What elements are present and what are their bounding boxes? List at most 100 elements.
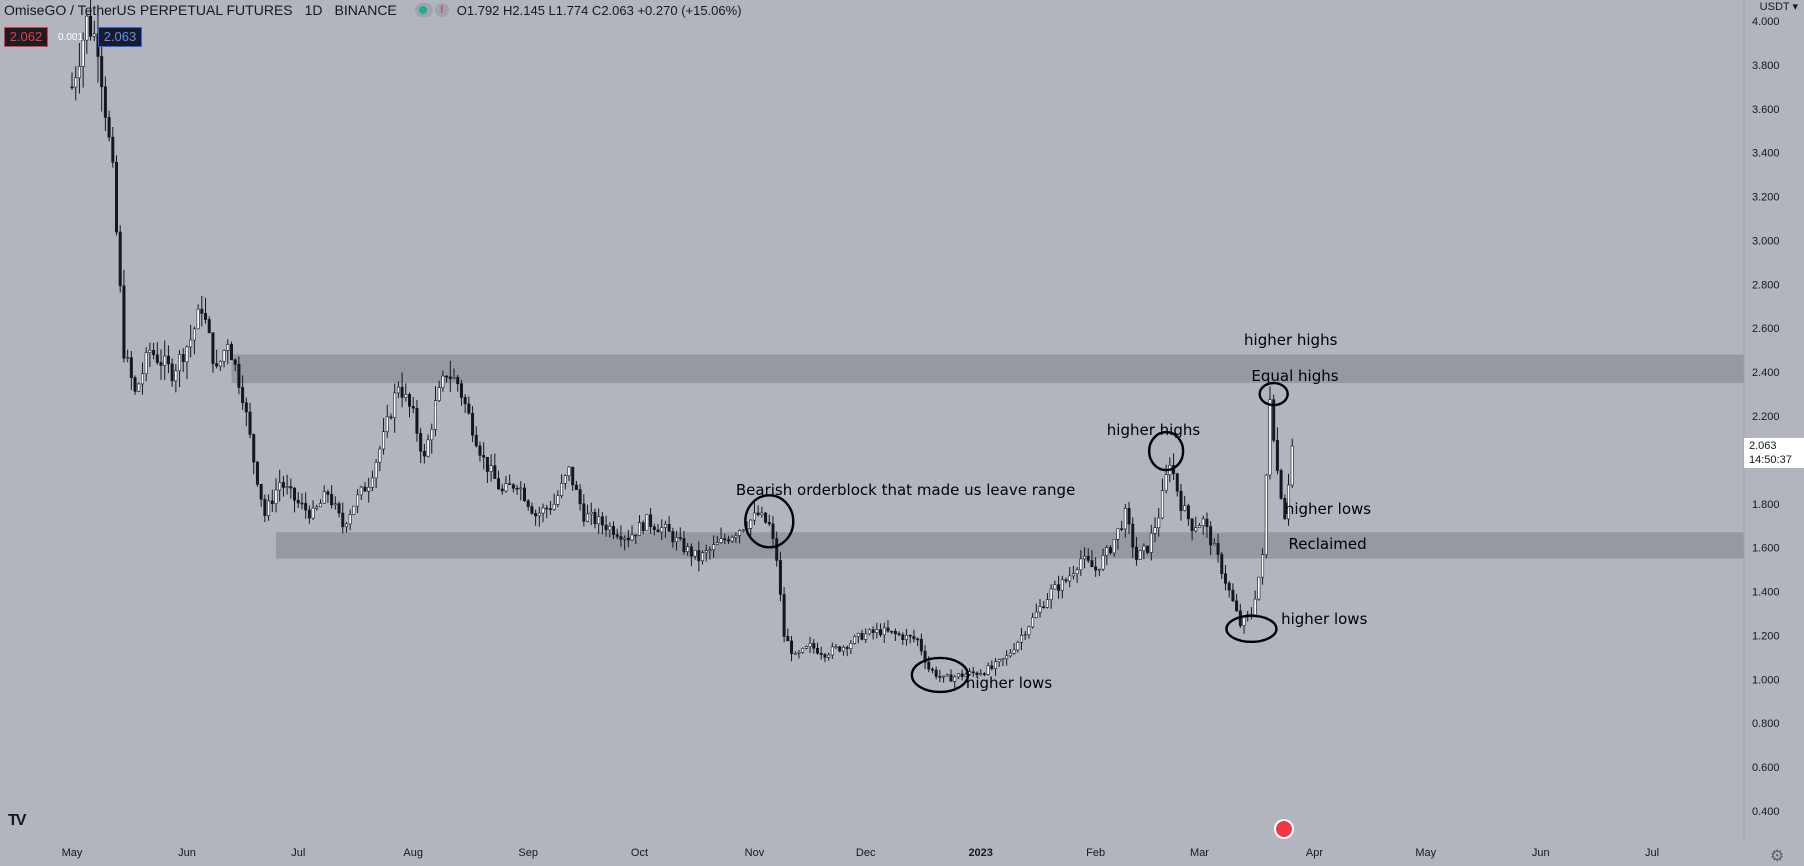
candle[interactable]: [552, 493, 556, 511]
candle[interactable]: [804, 645, 808, 650]
candle[interactable]: [979, 669, 983, 676]
candle[interactable]: [1101, 548, 1105, 572]
candle[interactable]: [522, 483, 526, 502]
candle[interactable]: [875, 622, 879, 639]
candle[interactable]: [85, 14, 89, 54]
candle[interactable]: [478, 441, 482, 462]
candle[interactable]: [838, 645, 842, 653]
candle[interactable]: [348, 509, 352, 531]
candle[interactable]: [404, 383, 408, 402]
candle[interactable]: [1201, 515, 1205, 536]
candle[interactable]: [786, 628, 790, 642]
candle[interactable]: [1086, 548, 1090, 563]
candle[interactable]: [1198, 523, 1202, 528]
candle[interactable]: [797, 650, 801, 659]
candle[interactable]: [307, 505, 311, 524]
annotation-label[interactable]: higher lows: [1281, 610, 1368, 629]
candle[interactable]: [367, 477, 371, 503]
candle[interactable]: [107, 110, 111, 142]
candle[interactable]: [808, 636, 812, 653]
candle[interactable]: [1090, 550, 1094, 568]
candle[interactable]: [1023, 631, 1027, 640]
candle[interactable]: [255, 461, 259, 487]
candle[interactable]: [1060, 575, 1064, 599]
candle[interactable]: [1186, 503, 1190, 527]
candle[interactable]: [830, 642, 834, 660]
candle[interactable]: [1116, 528, 1120, 550]
candle[interactable]: [408, 392, 412, 418]
candle[interactable]: [1179, 483, 1183, 521]
candle[interactable]: [860, 629, 864, 641]
candle[interactable]: [1083, 547, 1087, 569]
candle[interactable]: [901, 632, 905, 645]
candle[interactable]: [667, 516, 671, 532]
candle[interactable]: [671, 527, 675, 548]
candle[interactable]: [356, 489, 360, 514]
candle[interactable]: [949, 669, 953, 682]
candle[interactable]: [701, 550, 705, 565]
candle[interactable]: [623, 535, 627, 551]
annotation-label[interactable]: Bearish orderblock that made us leave ra…: [735, 480, 1076, 499]
candle[interactable]: [578, 484, 582, 511]
candle[interactable]: [471, 406, 475, 443]
candle[interactable]: [1235, 593, 1239, 612]
candle[interactable]: [856, 632, 860, 644]
candle[interactable]: [341, 502, 345, 534]
candle[interactable]: [192, 326, 196, 355]
candle[interactable]: [790, 635, 794, 662]
candle[interactable]: [982, 672, 986, 677]
candle[interactable]: [396, 381, 400, 399]
candle[interactable]: [152, 342, 156, 360]
candle[interactable]: [615, 528, 619, 540]
candle[interactable]: [530, 502, 534, 515]
candle[interactable]: [1160, 478, 1164, 520]
candle[interactable]: [215, 349, 219, 369]
candle[interactable]: [548, 501, 552, 515]
candle[interactable]: [637, 515, 641, 536]
candle[interactable]: [333, 496, 337, 510]
candle[interactable]: [237, 356, 241, 395]
candle[interactable]: [1157, 508, 1161, 537]
candle[interactable]: [1212, 538, 1216, 546]
annotation-label[interactable]: higher lows: [965, 673, 1053, 692]
candle[interactable]: [545, 504, 549, 519]
zone-0[interactable]: [231, 354, 1745, 384]
candle[interactable]: [389, 413, 393, 420]
candle[interactable]: [897, 631, 901, 637]
candle[interactable]: [867, 628, 871, 636]
candle[interactable]: [815, 642, 819, 655]
candle[interactable]: [1272, 394, 1276, 443]
candle[interactable]: [311, 500, 315, 520]
candle[interactable]: [600, 512, 604, 535]
candle[interactable]: [1242, 615, 1246, 634]
annotation-label[interactable]: Equal highs: [1251, 366, 1339, 385]
candle[interactable]: [166, 345, 170, 374]
candle[interactable]: [660, 519, 664, 540]
candle[interactable]: [1149, 524, 1153, 561]
candle[interactable]: [359, 485, 363, 501]
candle[interactable]: [682, 530, 686, 555]
candle[interactable]: [144, 347, 148, 382]
candle[interactable]: [159, 349, 163, 380]
candle[interactable]: [1249, 607, 1253, 620]
candle[interactable]: [912, 629, 916, 643]
candle[interactable]: [155, 342, 159, 365]
candle[interactable]: [115, 155, 119, 236]
candle[interactable]: [103, 76, 107, 132]
candle[interactable]: [485, 456, 489, 483]
annotation-label[interactable]: Reclaimed: [1288, 535, 1367, 554]
candle[interactable]: [715, 535, 719, 546]
candle[interactable]: [749, 519, 753, 536]
candle[interactable]: [137, 382, 141, 393]
candle[interactable]: [126, 349, 130, 363]
candle[interactable]: [330, 485, 334, 509]
candle[interactable]: [430, 423, 434, 454]
candle[interactable]: [1223, 564, 1227, 591]
candle[interactable]: [185, 345, 189, 380]
candle[interactable]: [1094, 557, 1098, 577]
candle[interactable]: [437, 380, 441, 403]
candle[interactable]: [178, 349, 182, 388]
candle[interactable]: [597, 508, 601, 535]
candle[interactable]: [834, 643, 838, 650]
candle[interactable]: [593, 508, 597, 529]
